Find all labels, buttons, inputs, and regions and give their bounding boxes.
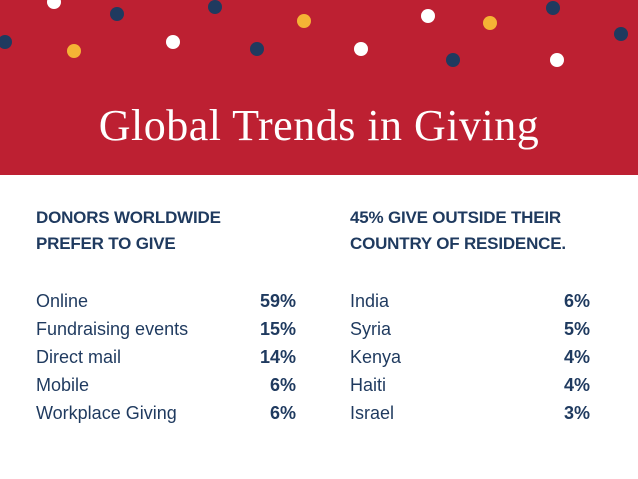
confetti-dot [421, 9, 435, 23]
list-item: Syria 5% [350, 315, 590, 343]
section-heading: DONORS WORLDWIDE PREFER TO GIVE [36, 205, 296, 257]
confetti-dot [446, 53, 460, 67]
list-item: Kenya 4% [350, 343, 590, 371]
list-item: India 6% [350, 287, 590, 315]
list-item: Haiti 4% [350, 371, 590, 399]
list-item: Israel 3% [350, 399, 590, 427]
list-item: Online 59% [36, 287, 296, 315]
heading-line: 45% GIVE OUTSIDE THEIR [350, 208, 561, 227]
confetti-dot [47, 0, 61, 9]
list-item: Workplace Giving 6% [36, 399, 296, 427]
item-value: 5% [563, 319, 590, 339]
item-value: 15% [259, 319, 296, 339]
confetti-dot [208, 0, 222, 14]
confetti-dot [483, 16, 497, 30]
header-banner: Global Trends in Giving [0, 0, 638, 175]
item-value: 4% [563, 375, 590, 395]
item-label: Direct mail [36, 347, 122, 367]
heading-line: PREFER TO GIVE [36, 234, 176, 253]
donor-preferences-section: DONORS WORLDWIDE PREFER TO GIVE Online 59… [36, 205, 296, 427]
confetti-dot [67, 44, 81, 58]
item-value: 3% [563, 403, 590, 423]
item-label: Kenya [350, 347, 402, 367]
section-heading: 45% GIVE OUTSIDE THEIR COUNTRY OF RESIDE… [350, 205, 590, 257]
item-label: India [350, 291, 390, 311]
heading-line: COUNTRY OF RESIDENCE. [350, 234, 566, 253]
item-label: Israel [350, 403, 395, 423]
confetti-dot [297, 14, 311, 28]
item-label: Haiti [350, 375, 387, 395]
item-value: 6% [563, 291, 590, 311]
item-value: 59% [259, 291, 296, 311]
heading-line: DONORS WORLDWIDE [36, 208, 221, 227]
page-title: Global Trends in Giving [98, 101, 540, 150]
item-value: 4% [563, 347, 590, 367]
confetti-dot [550, 53, 564, 67]
item-label: Mobile [36, 375, 90, 395]
item-value: 14% [259, 347, 296, 367]
confetti-dot [166, 35, 180, 49]
confetti-dot [546, 1, 560, 15]
confetti-dot [0, 35, 12, 49]
list-item: Fundraising events 15% [36, 315, 296, 343]
giving-abroad-section: 45% GIVE OUTSIDE THEIR COUNTRY OF RESIDE… [350, 205, 590, 427]
confetti-dot [614, 27, 628, 41]
confetti-dot [110, 7, 124, 21]
item-label: Fundraising events [36, 319, 189, 339]
item-label: Online [36, 291, 89, 311]
confetti-dot [354, 42, 368, 56]
list-item: Direct mail 14% [36, 343, 296, 371]
item-label: Workplace Giving [36, 403, 177, 423]
item-value: 6% [269, 403, 296, 423]
confetti-dot [250, 42, 264, 56]
list-item: Mobile 6% [36, 371, 296, 399]
item-value: 6% [269, 375, 296, 395]
item-label: Syria [350, 319, 392, 339]
